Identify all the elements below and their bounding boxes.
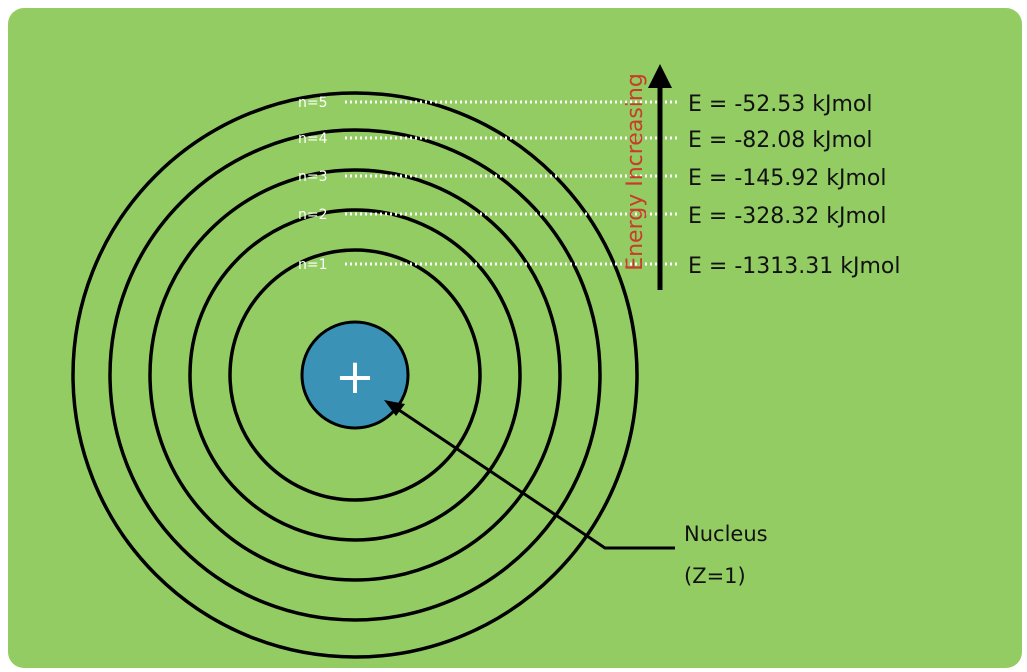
orbit-n1 (228, 248, 482, 502)
level-label-n4: n=4 (298, 131, 328, 147)
nucleus-plus-sign: + (335, 349, 375, 405)
energy-label-n5: E = -52.53 kJmol (688, 92, 872, 117)
orbits (71, 91, 639, 659)
energy-labels: E = -52.53 kJmol E = -82.08 kJmol E = -1… (688, 92, 900, 279)
orbit-n3 (148, 168, 562, 582)
nucleus-pointer-line (392, 404, 675, 550)
orbit-n2 (188, 208, 522, 542)
level-label-n3: n=3 (298, 169, 328, 185)
energy-label-n1: E = -1313.31 kJmol (688, 254, 900, 279)
energy-axis-arrowhead (648, 64, 672, 88)
nucleus (300, 320, 410, 430)
level-label-n2: n=2 (298, 207, 328, 223)
nucleus-pointer-arrowhead (384, 400, 405, 416)
level-label-n5: n=5 (298, 95, 328, 111)
orbit-n4 (108, 128, 602, 622)
orbit-n5 (71, 91, 639, 659)
level-label-n1: n=1 (298, 257, 328, 273)
energy-label-n2: E = -328.32 kJmol (688, 204, 886, 229)
nucleus-label-line1: Nucleus (684, 522, 768, 546)
energy-axis-label: Energy Increasing (623, 73, 648, 271)
nucleus-label-line2: (Z=1) (684, 564, 746, 588)
energy-label-n3: E = -145.92 kJmol (688, 166, 886, 191)
level-lines (345, 100, 680, 266)
level-labels: n=5 n=4 n=3 n=2 n=1 (298, 95, 328, 273)
energy-label-n4: E = -82.08 kJmol (688, 128, 872, 153)
